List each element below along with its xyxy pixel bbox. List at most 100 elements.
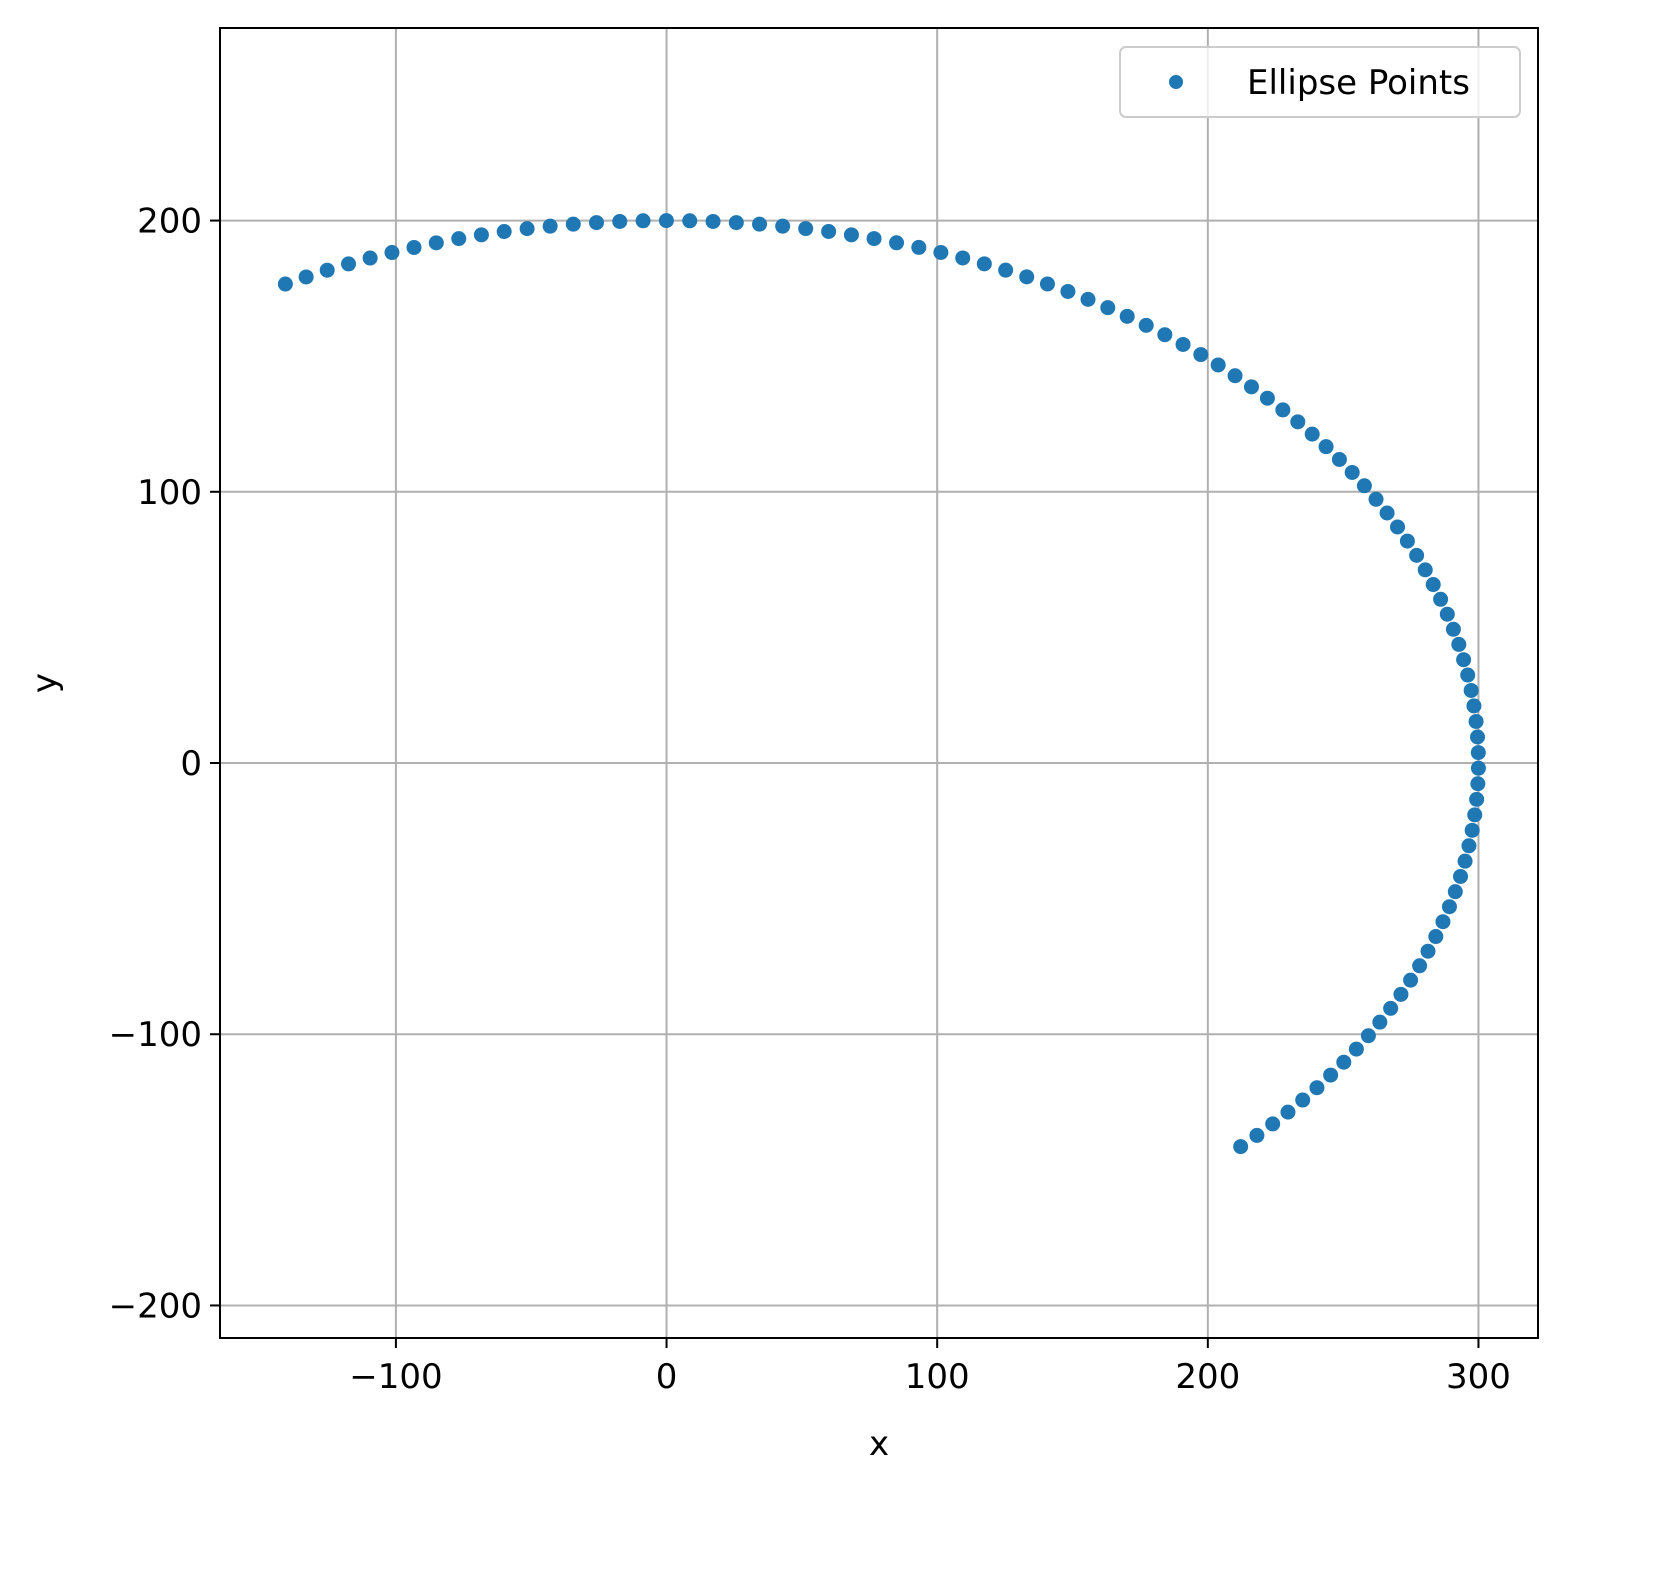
- data-point: [1468, 713, 1484, 729]
- data-point: [1331, 451, 1347, 467]
- x-axis-ticks: −100 0 100 200 300: [349, 1338, 1511, 1397]
- plot-frame: [219, 27, 1539, 1339]
- data-point: [1227, 368, 1243, 384]
- y-tick-label: 200: [137, 202, 202, 242]
- data-point: [1379, 505, 1395, 521]
- data-point: [821, 223, 837, 239]
- data-point: [1428, 929, 1444, 945]
- data-point: [1138, 317, 1154, 333]
- data-point: [1461, 838, 1477, 854]
- data-point: [1368, 491, 1384, 507]
- data-point: [843, 227, 859, 243]
- data-point: [998, 262, 1014, 278]
- data-point: [1433, 591, 1449, 607]
- data-point: [1304, 426, 1320, 442]
- x-tick-label: −100: [349, 1357, 442, 1397]
- data-point: [451, 231, 467, 247]
- y-tick-label: 0: [180, 744, 202, 784]
- data-point: [1356, 478, 1372, 494]
- data-point: [1309, 1080, 1325, 1096]
- data-point: [1467, 807, 1483, 823]
- data-point: [933, 244, 949, 260]
- y-tick-label: 100: [137, 473, 202, 513]
- data-point: [384, 245, 400, 261]
- data-point: [1060, 283, 1076, 299]
- data-point: [1080, 291, 1096, 307]
- data-point: [1295, 1092, 1311, 1108]
- data-point: [1460, 667, 1476, 683]
- legend-label: Ellipse Points: [1247, 63, 1470, 103]
- data-point: [1466, 698, 1482, 714]
- data-point: [406, 239, 422, 255]
- x-tick-label: 100: [905, 1357, 970, 1397]
- data-point: [298, 269, 314, 285]
- data-point: [1403, 972, 1419, 988]
- legend-box: [1119, 46, 1521, 118]
- data-point: [1157, 327, 1173, 343]
- y-axis-label: y: [25, 673, 65, 693]
- x-tick-label: 300: [1446, 1357, 1511, 1397]
- data-point: [1233, 1139, 1249, 1155]
- data-point: [1390, 519, 1406, 535]
- data-point: [1439, 606, 1455, 622]
- data-point: [1447, 884, 1463, 900]
- data-point: [1457, 853, 1473, 869]
- data-point: [775, 218, 791, 234]
- data-point: [1445, 621, 1461, 637]
- data-point: [1451, 636, 1467, 652]
- data-point: [277, 276, 293, 292]
- data-point: [612, 213, 628, 229]
- data-point: [866, 231, 882, 247]
- data-point: [1435, 914, 1451, 930]
- data-point: [341, 256, 357, 272]
- data-point: [1456, 652, 1472, 668]
- data-point: [955, 250, 971, 266]
- data-point: [1249, 1127, 1265, 1143]
- data-point: [1470, 745, 1486, 761]
- data-point: [1463, 682, 1479, 698]
- x-axis-label: x: [869, 1424, 889, 1464]
- data-point: [1470, 776, 1486, 792]
- y-tick-label: −200: [109, 1286, 202, 1326]
- data-point: [798, 221, 814, 237]
- data-point: [1372, 1014, 1388, 1030]
- data-point: [496, 224, 512, 240]
- data-point: [1469, 791, 1485, 807]
- data-point: [911, 239, 927, 255]
- data-point: [1323, 1067, 1339, 1083]
- data-point: [1210, 357, 1226, 373]
- data-point: [1193, 347, 1209, 363]
- data-point: [1441, 899, 1457, 915]
- data-point: [1360, 1028, 1376, 1044]
- data-point: [1019, 269, 1035, 285]
- data-point: [1119, 308, 1135, 324]
- data-point: [1336, 1054, 1352, 1070]
- data-point: [728, 215, 744, 231]
- data-points: [277, 213, 1486, 1155]
- data-point: [519, 221, 535, 237]
- data-point: [1348, 1041, 1364, 1057]
- data-point: [658, 213, 674, 229]
- y-tick-label: −100: [109, 1015, 202, 1055]
- data-point: [1425, 577, 1441, 593]
- y-axis-ticks: −200 −100 0 100 200: [109, 202, 220, 1326]
- data-point: [1393, 986, 1409, 1002]
- data-point: [1453, 868, 1469, 884]
- x-tick-label: 200: [1175, 1357, 1240, 1397]
- legend-marker: [1169, 75, 1183, 89]
- data-point: [1275, 402, 1291, 418]
- data-point: [1344, 464, 1360, 480]
- data-point: [1399, 533, 1415, 549]
- data-point: [1383, 1000, 1399, 1016]
- data-point: [1417, 562, 1433, 578]
- data-point: [473, 227, 489, 243]
- data-point: [1243, 379, 1259, 395]
- data-point: [1412, 958, 1428, 974]
- x-tick-label: 0: [656, 1357, 678, 1397]
- data-point: [362, 250, 378, 266]
- data-point: [976, 256, 992, 272]
- data-point: [752, 216, 768, 232]
- data-point: [565, 216, 581, 232]
- data-point: [1100, 300, 1116, 316]
